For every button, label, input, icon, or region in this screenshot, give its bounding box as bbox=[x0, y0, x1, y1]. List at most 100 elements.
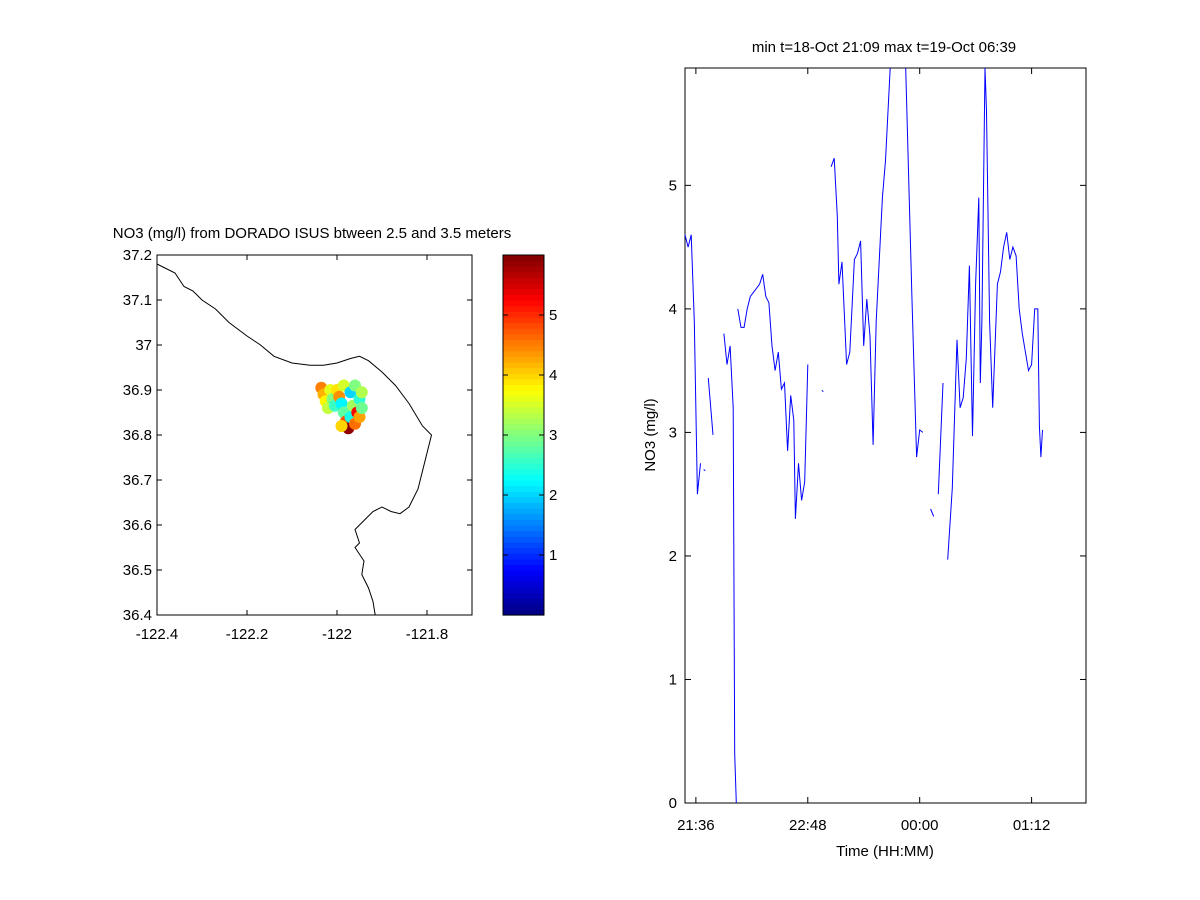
colorbar-step bbox=[503, 277, 544, 284]
colorbar-step bbox=[503, 457, 544, 464]
series-line bbox=[703, 469, 706, 472]
series-line bbox=[937, 382, 944, 495]
colorbar-step bbox=[503, 350, 544, 357]
colorbar-step bbox=[503, 294, 544, 301]
colorbar-step bbox=[503, 603, 544, 610]
colorbar-step bbox=[503, 592, 544, 599]
colorbar-step bbox=[503, 446, 544, 453]
colorbar-step bbox=[503, 423, 544, 430]
colorbar-step bbox=[503, 491, 544, 498]
y-tick-label: 36.6 bbox=[123, 517, 152, 534]
x-tick-label: 00:00 bbox=[901, 817, 939, 834]
colorbar-step bbox=[503, 485, 544, 492]
timeseries-title: min t=18-Oct 21:09 max t=19-Oct 06:39 bbox=[752, 39, 1016, 56]
y-tick-label: 1 bbox=[669, 671, 677, 688]
colorbar-step bbox=[503, 547, 544, 554]
colorbar-step bbox=[503, 451, 544, 459]
timeseries-y-axis: 0 1 2 3 4 5 bbox=[669, 177, 1086, 812]
colorbar-step bbox=[503, 412, 544, 419]
series-line bbox=[737, 274, 809, 519]
scatter-points bbox=[315, 379, 368, 435]
y-tick-label: 4 bbox=[669, 301, 677, 318]
scatter-point bbox=[353, 411, 366, 423]
scatter-point bbox=[335, 397, 348, 410]
colorbar-step bbox=[503, 271, 544, 279]
colorbar-step bbox=[503, 429, 544, 436]
colorbar-step bbox=[503, 300, 544, 307]
colorbar-axis: 1 2 3 4 5 bbox=[503, 307, 557, 564]
colorbar-step bbox=[503, 361, 544, 369]
colorbar-tick-label: 3 bbox=[549, 427, 557, 444]
x-tick-label: 21:36 bbox=[677, 817, 715, 834]
colorbar-step bbox=[503, 564, 544, 571]
y-tick-label: 36.8 bbox=[123, 427, 152, 444]
series-line bbox=[723, 333, 737, 804]
x-tick-label: -122.4 bbox=[136, 626, 179, 643]
map-title: NO3 (mg/l) from DORADO ISUS btween 2.5 a… bbox=[113, 225, 511, 242]
x-tick-label: -121.8 bbox=[406, 626, 449, 643]
series-line bbox=[905, 67, 924, 458]
colorbar-step bbox=[503, 339, 544, 346]
colorbar-gradient bbox=[503, 255, 544, 616]
colorbar-step bbox=[503, 401, 544, 408]
colorbar-step bbox=[503, 480, 544, 487]
series-line bbox=[707, 378, 714, 435]
colorbar-step bbox=[503, 496, 544, 504]
x-tick-label: -122 bbox=[322, 626, 352, 643]
scatter-point bbox=[335, 420, 348, 432]
colorbar-step bbox=[503, 463, 544, 470]
time-series-chart: min t=18-Oct 21:09 max t=19-Oct 06:39 21… bbox=[642, 39, 1087, 860]
colorbar-step bbox=[503, 581, 544, 588]
x-tick-label: 01:12 bbox=[1013, 817, 1051, 834]
colorbar: 1 2 3 4 5 bbox=[502, 254, 557, 616]
no3-series bbox=[684, 67, 1043, 804]
x-tick-label: 22:48 bbox=[789, 817, 827, 834]
colorbar-step bbox=[503, 390, 544, 397]
y-tick-label: 2 bbox=[669, 548, 677, 565]
colorbar-step bbox=[503, 575, 544, 582]
series-line bbox=[947, 67, 1043, 560]
timeseries-plot-frame bbox=[684, 67, 1087, 804]
colorbar-tick-label: 5 bbox=[549, 307, 557, 324]
map-scatter-chart: NO3 (mg/l) from DORADO ISUS btween 2.5 a… bbox=[113, 225, 511, 643]
y-tick-label: 37.2 bbox=[123, 247, 152, 264]
colorbar-step bbox=[503, 525, 544, 532]
y-tick-label: 36.7 bbox=[123, 472, 152, 489]
colorbar-step bbox=[503, 440, 544, 447]
colorbar-step bbox=[503, 536, 544, 543]
colorbar-step bbox=[503, 373, 544, 380]
series-line bbox=[821, 390, 824, 392]
colorbar-step bbox=[503, 502, 544, 509]
colorbar-step bbox=[503, 322, 544, 329]
colorbar-step bbox=[503, 255, 544, 262]
y-tick-label: 37.1 bbox=[123, 292, 152, 309]
y-axis-label: NO3 (mg/l) bbox=[642, 398, 659, 471]
colorbar-step bbox=[503, 367, 544, 374]
colorbar-step bbox=[503, 508, 544, 515]
map-y-axis: 36.4 36.5 36.6 36.7 36.8 36.9 37 37.1 37.2 bbox=[123, 247, 472, 624]
x-axis-label: Time (HH:MM) bbox=[836, 843, 934, 860]
y-tick-label: 3 bbox=[669, 424, 677, 441]
colorbar-step bbox=[503, 328, 544, 335]
colorbar-step bbox=[503, 530, 544, 537]
colorbar-step bbox=[503, 519, 544, 526]
colorbar-step bbox=[503, 283, 544, 290]
colorbar-step bbox=[503, 541, 544, 549]
y-tick-label: 36.5 bbox=[123, 562, 152, 579]
colorbar-step bbox=[503, 345, 544, 352]
colorbar-tick-label: 4 bbox=[549, 367, 557, 384]
x-tick-label: -122.2 bbox=[226, 626, 269, 643]
series-line bbox=[830, 67, 891, 445]
colorbar-step bbox=[503, 418, 544, 425]
colorbar-step bbox=[503, 586, 544, 594]
y-tick-label: 36.4 bbox=[123, 607, 152, 624]
colorbar-step bbox=[503, 288, 544, 295]
colorbar-step bbox=[503, 356, 544, 363]
colorbar-step bbox=[503, 553, 544, 560]
colorbar-step bbox=[503, 468, 544, 475]
colorbar-step bbox=[503, 316, 544, 324]
colorbar-step bbox=[503, 260, 544, 267]
y-tick-label: 36.9 bbox=[123, 382, 152, 399]
scatter-point bbox=[355, 402, 368, 414]
colorbar-step bbox=[503, 598, 544, 605]
